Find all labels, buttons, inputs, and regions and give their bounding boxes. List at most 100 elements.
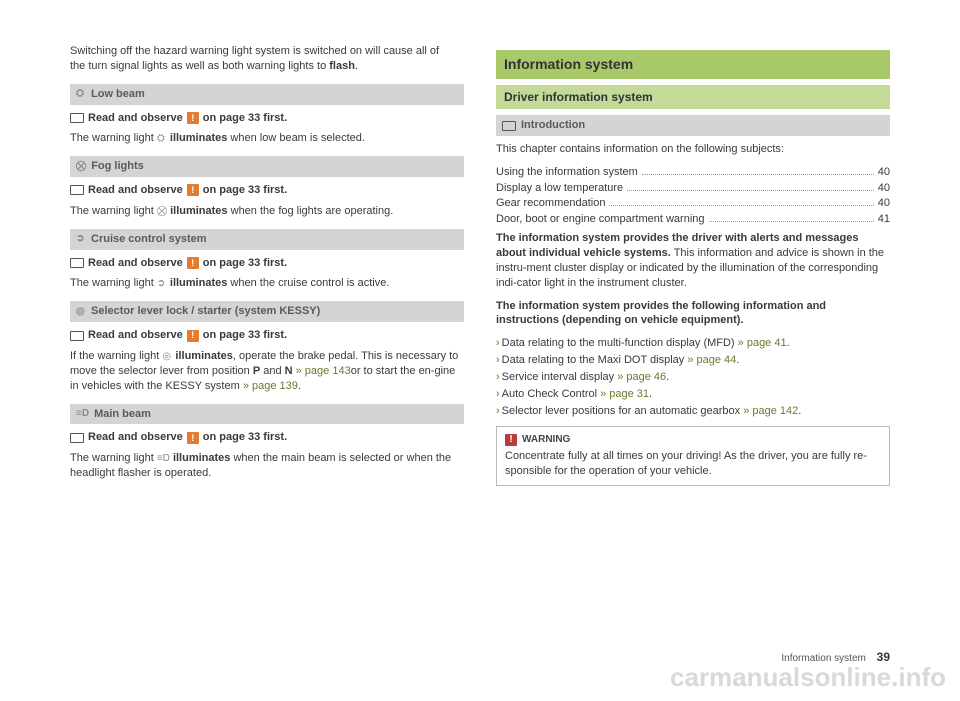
text: .	[649, 388, 652, 400]
warning-body: Concentrate fully at all times on your d…	[505, 449, 881, 479]
toc-dots	[627, 190, 874, 191]
section-cruise: ➲ Cruise control system	[70, 229, 464, 250]
toc-label: Gear recommendation	[496, 196, 605, 211]
para1: The information system provides the driv…	[496, 231, 890, 290]
bullet-text: Data relating to the multi-function disp…	[502, 337, 738, 349]
alert-icon: !	[187, 330, 199, 342]
toc-dots	[709, 221, 874, 222]
toc-row[interactable]: Gear recommendation 40	[496, 196, 890, 211]
text-bold: N	[285, 365, 293, 377]
cruise-body: The warning light ➲ illuminates when the…	[70, 276, 464, 291]
intro-flash: flash	[329, 60, 355, 72]
h1-text: Information system	[504, 55, 633, 74]
left-column: Switching off the hazard warning light s…	[70, 40, 464, 489]
low-beam-icon: ⛭	[76, 87, 86, 101]
book-icon	[70, 258, 84, 268]
toc-label: Door, boot or engine compartment warning	[496, 212, 705, 227]
book-icon	[70, 433, 84, 443]
bullet-item: ›Auto Check Control » page 31.	[496, 387, 890, 402]
intro-line2a: the turn signal lights as well as both w…	[70, 60, 329, 72]
cruise-title: Cruise control system	[91, 232, 207, 247]
warning-icon: !	[505, 434, 517, 446]
chevron-icon: ›	[496, 388, 500, 400]
read-post: on page 33 first.	[203, 430, 287, 445]
warning-title: WARNING	[522, 433, 570, 447]
bullets: ›Data relating to the multi-function dis…	[496, 336, 890, 418]
read-observe-4: Read and observe ! on page 33 first.	[70, 328, 464, 343]
read-post: on page 33 first.	[203, 183, 287, 198]
h2-text: Driver information system	[504, 89, 653, 105]
heading-info-system: Information system	[496, 50, 890, 79]
text: The warning light	[70, 277, 157, 289]
warning-box: ! WARNING Concentrate fully at all times…	[496, 426, 890, 485]
page-link[interactable]: » page 142	[743, 405, 798, 417]
toc-row[interactable]: Door, boot or engine compartment warning…	[496, 212, 890, 227]
read-observe-2: Read and observe ! on page 33 first.	[70, 183, 464, 198]
intro-text: This chapter contains information on the…	[496, 142, 890, 157]
text: .	[787, 337, 790, 349]
bullet-item: ›Selector lever positions for an automat…	[496, 404, 890, 419]
heading-driver-info: Driver information system	[496, 85, 890, 109]
text-bold: illuminates	[167, 277, 228, 289]
section-selector: ◎ Selector lever lock / starter (system …	[70, 301, 464, 322]
read-pre: Read and observe	[88, 183, 183, 198]
chevron-icon: ›	[496, 405, 500, 417]
selector-title: Selector lever lock / starter (system KE…	[91, 304, 320, 319]
fog-body: The warning light ⛒ illuminates when the…	[70, 204, 464, 219]
text-bold: illuminates	[170, 452, 231, 464]
text: when low beam is selected.	[227, 132, 365, 144]
read-observe-1: Read and observe ! on page 33 first.	[70, 111, 464, 126]
text-bold: illuminates	[172, 350, 233, 362]
section-low-beam: ⛭ Low beam	[70, 84, 464, 105]
page-link[interactable]: » page 139	[243, 380, 298, 392]
intro-bar-text: Introduction	[521, 118, 585, 133]
page-link[interactable]: » page 44	[687, 354, 736, 366]
intro-line1: Switching off the hazard warning light s…	[70, 45, 439, 57]
text-bold: illuminates	[167, 205, 228, 217]
text: The warning light	[70, 452, 157, 464]
book-icon	[70, 113, 84, 123]
bullet-item: ›Data relating to the Maxi DOT display »…	[496, 353, 890, 368]
section-main-beam: ≡D Main beam	[70, 404, 464, 425]
symbol-icon: ⛭	[157, 132, 167, 146]
para2-bold: The information system provides the foll…	[496, 300, 826, 327]
toc-page: 40	[878, 196, 890, 211]
fog-lights-title: Fog lights	[91, 159, 144, 174]
toc-row[interactable]: Display a low temperature 40	[496, 181, 890, 196]
bullet-text: Selector lever positions for an automati…	[502, 405, 744, 417]
main-beam-title: Main beam	[94, 407, 151, 422]
text: .	[736, 354, 739, 366]
page-link[interactable]: » page 31	[600, 388, 649, 400]
bullet-text: Auto Check Control	[502, 388, 600, 400]
intro-paragraph: Switching off the hazard warning light s…	[70, 44, 464, 74]
toc-row[interactable]: Using the information system 40	[496, 165, 890, 180]
heading-introduction: Introduction	[496, 115, 890, 136]
para2: The information system provides the foll…	[496, 299, 890, 329]
book-icon	[502, 121, 516, 131]
cruise-icon: ➲	[76, 232, 86, 246]
read-post: on page 33 first.	[203, 111, 287, 126]
low-beam-body: The warning light ⛭ illuminates when low…	[70, 131, 464, 146]
page-link[interactable]: » page 143	[293, 365, 351, 377]
page-link[interactable]: » page 46	[617, 371, 666, 383]
read-post: on page 33 first.	[203, 256, 287, 271]
toc-label: Display a low temperature	[496, 181, 623, 196]
warning-head: ! WARNING	[505, 433, 881, 447]
alert-icon: !	[187, 112, 199, 124]
page-link[interactable]: » page 41	[738, 337, 787, 349]
toc-dots	[609, 205, 873, 206]
toc-label: Using the information system	[496, 165, 638, 180]
read-observe-3: Read and observe ! on page 33 first.	[70, 256, 464, 271]
text: .	[798, 405, 801, 417]
bullet-text: Data relating to the Maxi DOT display	[502, 354, 688, 366]
text: The warning light	[70, 205, 157, 217]
text: .	[298, 380, 301, 392]
read-pre: Read and observe	[88, 328, 183, 343]
text: when the cruise control is active.	[227, 277, 389, 289]
toc-page: 41	[878, 212, 890, 227]
chevron-icon: ›	[496, 337, 500, 349]
text-bold: illuminates	[167, 132, 228, 144]
low-beam-title: Low beam	[91, 87, 145, 102]
main-beam-icon: ≡D	[76, 407, 89, 421]
section-fog-lights: ⛒ Fog lights	[70, 156, 464, 177]
